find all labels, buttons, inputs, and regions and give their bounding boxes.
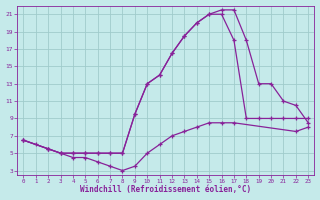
X-axis label: Windchill (Refroidissement éolien,°C): Windchill (Refroidissement éolien,°C) [80, 185, 252, 194]
